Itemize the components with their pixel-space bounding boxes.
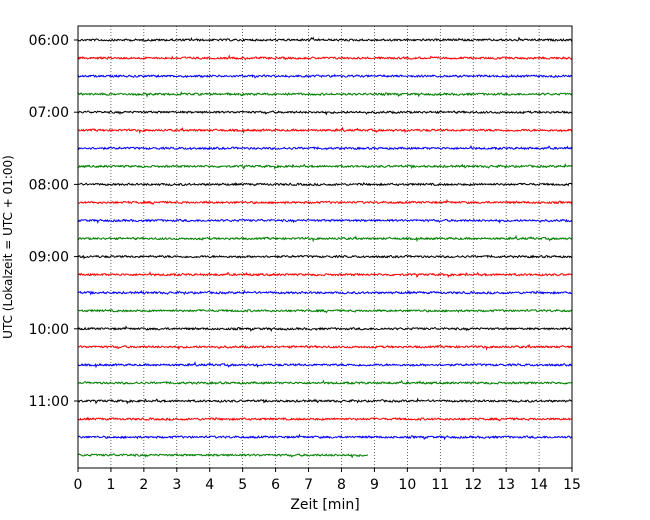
y-tick-label: 07:00 [29, 105, 69, 121]
trace-row [77, 360, 573, 369]
y-tick-label: 09:00 [29, 250, 69, 266]
trace-row [77, 289, 573, 296]
trace-row [77, 36, 573, 42]
x-tick-label: 14 [530, 477, 548, 493]
trace-row [77, 453, 369, 459]
trace-row [77, 379, 572, 386]
trace-row [77, 308, 573, 314]
x-tick-label: 13 [497, 477, 515, 493]
y-axis-label: UTC (Lokalzeit = UTC + 01:00) [1, 155, 15, 339]
trace-row [77, 234, 573, 243]
x-tick-label: 8 [337, 477, 346, 493]
plot-frame [77, 25, 573, 469]
trace-row [77, 182, 573, 187]
trace-row [77, 343, 573, 351]
x-tick-label: 11 [431, 477, 449, 493]
plot-background [78, 26, 572, 468]
trace-row [77, 325, 573, 333]
y-tick-label: 10:00 [29, 322, 69, 338]
y-tick-label: 11:00 [29, 394, 69, 410]
trace-row [77, 110, 573, 116]
trace-row [77, 73, 573, 79]
x-tick-label: 7 [304, 477, 313, 493]
traces [77, 36, 573, 459]
x-tick-label: 0 [74, 477, 83, 493]
trace-row [77, 218, 573, 224]
x-tick-label: 3 [172, 477, 181, 493]
trace-row [77, 416, 572, 422]
trace-row [77, 254, 573, 260]
trace-row [77, 198, 573, 206]
x-axis-ticks: 0 1 2 3 4 5 6 7 8 9 10 11 12 13 14 15 [74, 468, 581, 493]
trace-row [77, 90, 573, 98]
x-axis-label: Zeit [min] [290, 497, 359, 513]
x-tick-label: 12 [464, 477, 482, 493]
x-tick-label: 10 [398, 477, 416, 493]
y-axis-ticks: 06:00 07:00 08:00 09:00 10:00 11:00 [29, 33, 78, 410]
x-tick-label: 4 [205, 477, 214, 493]
x-tick-label: 2 [139, 477, 148, 493]
y-tick-label: 06:00 [29, 33, 69, 49]
trace-row [77, 144, 573, 151]
trace-row [77, 271, 573, 279]
trace-row [77, 162, 573, 171]
trace-row [77, 433, 572, 441]
trace-row [77, 397, 573, 405]
x-tick-label: 6 [271, 477, 280, 493]
x-tick-label: 15 [563, 477, 581, 493]
trace-row [77, 126, 573, 135]
x-tick-label: 5 [238, 477, 247, 493]
x-tick-label: 9 [370, 477, 379, 493]
x-tick-label: 1 [106, 477, 115, 493]
y-tick-label: 08:00 [29, 177, 69, 193]
trace-row [77, 54, 573, 61]
